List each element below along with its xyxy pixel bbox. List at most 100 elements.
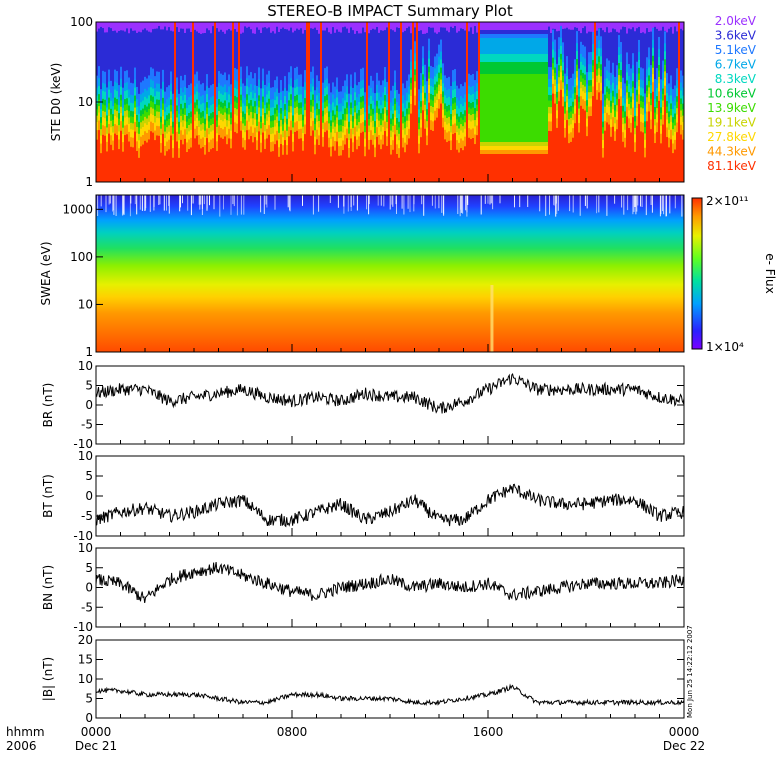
ste-channel-column — [286, 154, 289, 182]
swea-data-gap — [105, 195, 107, 213]
ste-channel-column — [164, 155, 167, 182]
ste-channel-column — [376, 136, 379, 182]
ste-channel-column — [366, 22, 369, 182]
swea-data-gap — [97, 195, 99, 216]
ste-channel-column — [406, 144, 409, 182]
ste-channel-column — [348, 157, 351, 182]
ste-channel-column — [390, 154, 393, 182]
swea-data-gap — [549, 195, 550, 215]
ste-channel-column — [218, 135, 221, 182]
ste-channel-column — [236, 133, 239, 182]
ste-channel-column — [534, 74, 537, 182]
ste-channel-column — [174, 22, 177, 182]
xaxis-year-label: 2006 — [6, 739, 37, 753]
ste-channel-column — [564, 137, 567, 182]
ste-channel-column — [250, 136, 253, 182]
swea-data-gap — [108, 195, 110, 205]
swea-data-gap — [343, 195, 345, 214]
ste-channel-column — [226, 144, 229, 182]
swea-data-gap — [180, 195, 181, 208]
ste-channel-column — [380, 149, 383, 182]
ste-channel-column — [198, 144, 201, 182]
ste-channel-column — [334, 150, 337, 182]
ste-channel-column — [370, 139, 373, 182]
ste-channel-column — [450, 150, 453, 182]
ste-channel-column — [140, 146, 143, 182]
ste-channel-column — [368, 149, 371, 182]
swea-data-gap — [569, 195, 571, 212]
swea-data-gap — [368, 195, 370, 215]
swea-data-gap — [115, 195, 117, 216]
swea-data-gap — [389, 195, 391, 210]
swea-data-gap — [100, 195, 102, 207]
swea-data-gap — [490, 195, 492, 204]
ste-channel-column — [146, 142, 149, 182]
swea-data-gap — [122, 195, 124, 214]
timestamp-stamp: Mon Jun 25 14:22:12 2007 — [686, 625, 694, 718]
br-series-line — [95, 372, 685, 414]
ste-channel-column — [320, 22, 323, 182]
swea-data-gap — [572, 195, 574, 213]
ste-channel-column — [178, 157, 181, 182]
ste-channel-column — [428, 102, 431, 182]
swea-data-gap — [489, 195, 491, 205]
ste-channel-column — [242, 147, 245, 182]
swea-data-gap — [266, 195, 268, 208]
swea-data-gap — [396, 195, 397, 214]
swea-data-gap — [153, 195, 155, 207]
swea-data-gap — [614, 195, 616, 204]
ste-channel-column — [184, 138, 187, 182]
ste-channel-column — [386, 145, 389, 182]
ste-channel-column — [418, 153, 421, 182]
ste-channel-column — [496, 74, 499, 182]
swea-data-gap — [674, 195, 676, 209]
ste-channel-column — [538, 74, 541, 182]
swea-feature — [490, 285, 494, 352]
ste-channel-column — [108, 133, 111, 182]
ste-channel-column — [618, 99, 621, 182]
bt-series-line — [95, 483, 685, 528]
swea-data-gap — [632, 195, 634, 215]
ste-channel-column — [506, 154, 509, 182]
swea-data-gap — [219, 195, 221, 217]
swea-data-gap — [556, 195, 558, 214]
ste-channel-column — [498, 154, 501, 182]
ste-channel-column — [192, 22, 195, 182]
swea-data-gap — [113, 195, 115, 211]
ste-channel-column — [532, 154, 535, 182]
ste-channel-column — [170, 135, 173, 182]
ste-channel-column — [326, 130, 329, 182]
xaxis-tick-label: 0000 — [81, 725, 112, 739]
ste-channel-column — [308, 22, 311, 182]
ste-channel-column — [484, 154, 487, 182]
plot-title: STEREO-B IMPACT Summary Plot — [267, 2, 513, 20]
ste-channel-column — [212, 148, 215, 182]
ste-channel-column — [448, 140, 451, 182]
ste-channel-column — [594, 22, 597, 182]
xaxis-unit-label: hhmm — [6, 725, 45, 739]
swea-data-gap — [586, 195, 588, 209]
ste-channel-column — [182, 144, 185, 182]
swea-data-gap — [223, 195, 224, 210]
ste-channel-column — [378, 144, 381, 182]
ste-channel-column — [216, 150, 219, 182]
bn-ytick-label: 5 — [85, 561, 93, 575]
ste-channel-column — [114, 133, 117, 182]
swea-data-gap — [441, 195, 443, 213]
ste-channel-column — [118, 149, 121, 182]
ste-channel-column — [662, 124, 665, 182]
ste-channel-column — [128, 141, 131, 182]
swea-data-gap — [134, 195, 136, 205]
ste-channel-column — [536, 74, 539, 182]
ste-channel-column — [96, 139, 99, 182]
ste-channel-column — [112, 150, 115, 182]
xaxis-tick-label: 1600 — [473, 725, 504, 739]
ste-channel-column — [336, 141, 339, 182]
swea-data-gap — [236, 195, 238, 216]
br-ytick-label: 10 — [78, 359, 93, 373]
ste-channel-column — [414, 105, 417, 182]
ste-channel-column — [502, 154, 505, 182]
ste-channel-column — [240, 130, 243, 182]
ste-channel-column — [284, 140, 287, 182]
ste-channel-column — [646, 121, 649, 182]
